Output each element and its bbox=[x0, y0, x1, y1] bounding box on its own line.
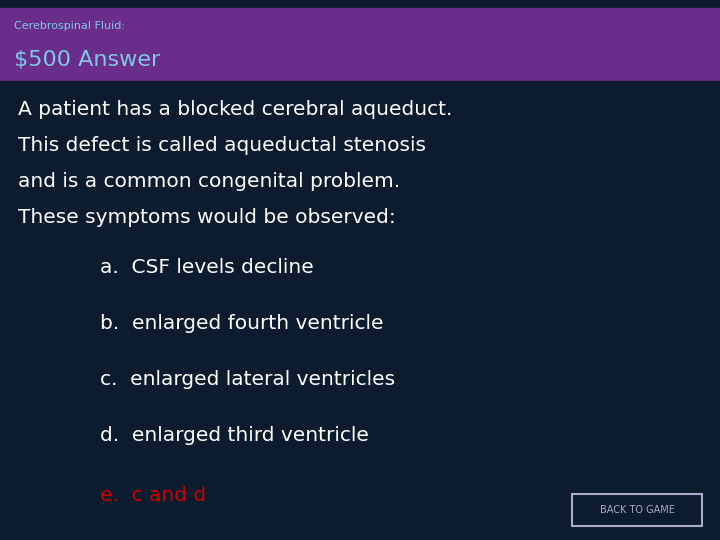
Text: c.  enlarged lateral ventricles: c. enlarged lateral ventricles bbox=[100, 370, 395, 389]
Text: $500 Answer: $500 Answer bbox=[14, 50, 161, 70]
Text: and is a common congenital problem.: and is a common congenital problem. bbox=[18, 172, 400, 191]
Text: BACK TO GAME: BACK TO GAME bbox=[600, 505, 675, 515]
Text: d.  enlarged third ventricle: d. enlarged third ventricle bbox=[100, 426, 369, 445]
Bar bbox=[0, 0, 720, 8]
Text: These symptoms would be observed:: These symptoms would be observed: bbox=[18, 208, 396, 227]
Text: a.  CSF levels decline: a. CSF levels decline bbox=[100, 258, 314, 277]
Bar bbox=[0, 8, 720, 81]
Text: e.  c and d: e. c and d bbox=[100, 486, 206, 505]
FancyBboxPatch shape bbox=[572, 494, 702, 526]
Text: b.  enlarged fourth ventricle: b. enlarged fourth ventricle bbox=[100, 314, 384, 333]
Text: This defect is called aqueductal stenosis: This defect is called aqueductal stenosi… bbox=[18, 136, 426, 155]
Bar bbox=[0, 81, 720, 88]
Text: Cerebrospinal Fluid:: Cerebrospinal Fluid: bbox=[14, 21, 125, 31]
Text: A patient has a blocked cerebral aqueduct.: A patient has a blocked cerebral aqueduc… bbox=[18, 100, 452, 119]
